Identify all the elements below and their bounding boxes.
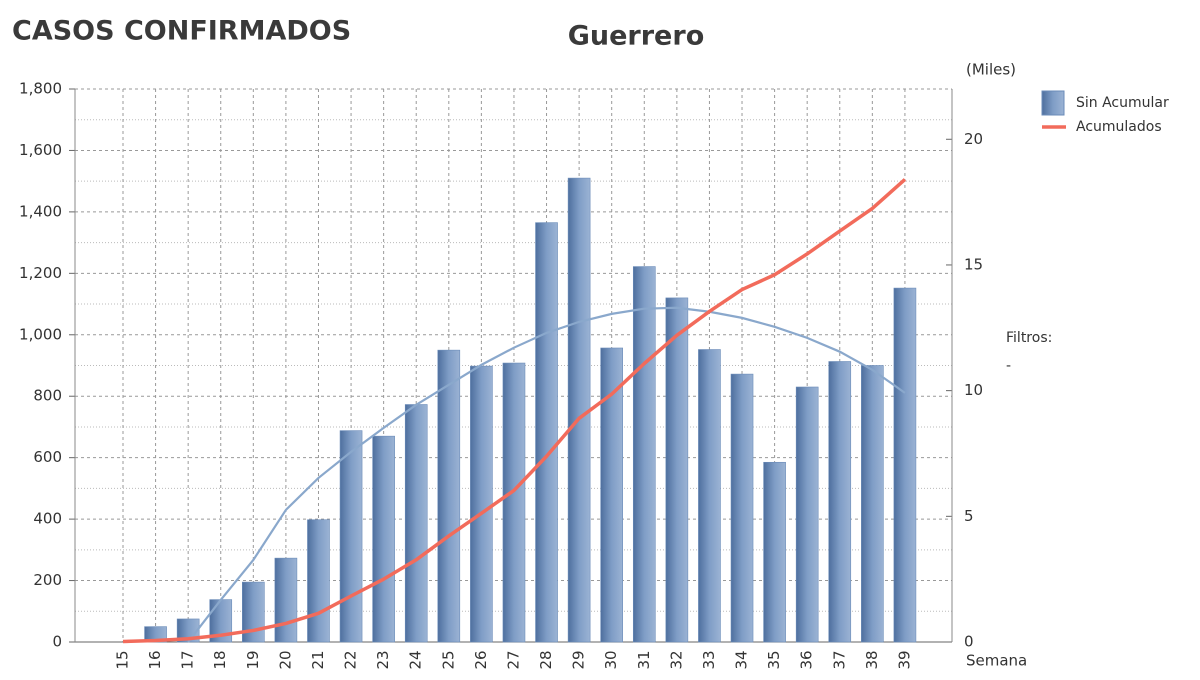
y-tick-label: 1,200 [19,264,62,282]
x-tick-label: 33 [700,650,718,669]
x-tick-label: 19 [244,650,262,669]
bar [339,430,363,643]
bar [242,581,265,643]
x-tick-label: 25 [439,650,457,669]
legend-swatch [1041,90,1065,116]
bar [730,373,754,643]
bar [828,361,852,643]
x-tick-label: 34 [733,650,751,669]
y2-tick-label: 5 [964,507,974,525]
x-tick-label: 35 [765,650,783,669]
bar [567,177,591,643]
x-tick-label: 32 [667,650,685,669]
bar [502,362,526,643]
y-tick-label: 1,400 [19,202,62,220]
x-tick-label: 36 [798,650,816,669]
y-tick-label: 1,800 [19,80,62,98]
x-tick-label: 37 [830,650,848,669]
y2-tick-label: 0 [964,633,974,651]
bar [698,349,721,643]
chart-subtitle: Guerrero [568,21,705,52]
bar [274,557,298,643]
x-tick-label: 18 [211,650,229,669]
y-tick-label: 1,000 [19,325,62,343]
bar [437,349,461,643]
filter-label: Filtros: [1006,330,1052,346]
x-tick-label: 39 [895,650,913,669]
y-tick-label: 200 [33,571,62,589]
bar [763,461,786,643]
chart-title: CASOS CONFIRMADOS [12,16,351,47]
x-tick-label: 22 [342,650,360,669]
y-tick-label: 400 [33,510,62,528]
legend-label: Sin Acumular [1076,95,1169,111]
x-tick-label: 24 [407,650,425,669]
bar [535,222,558,643]
y2-tick-label: 20 [964,130,983,148]
y-tick-label: 600 [33,448,62,466]
trend-line [187,306,906,643]
bar [470,365,493,643]
x-axis-label: Semana [966,652,1027,670]
x-tick-label: 28 [537,650,555,669]
y-tick-label: 800 [33,387,62,405]
y2-tick-label: 10 [964,381,983,399]
x-tick-label: 27 [504,650,522,669]
line-series [122,178,907,644]
bar [893,287,917,643]
bar [307,519,330,643]
x-tick-label: 16 [146,650,164,669]
bar [600,347,624,643]
x-tick-label: 23 [374,650,392,669]
y-tick-label: 1,600 [19,141,62,159]
x-tick-label: 20 [276,650,294,669]
legend-label: Acumulados [1076,119,1162,135]
x-tick-label: 38 [863,650,881,669]
y-tick-label: 0 [52,633,62,651]
x-tick-label: 31 [635,650,653,669]
bar [372,435,395,643]
x-tick-label: 26 [472,650,490,669]
bar [632,266,656,643]
y2-axis-label: (Miles) [966,61,1016,79]
bar [861,365,884,643]
x-tick-label: 17 [179,650,197,669]
x-tick-label: 21 [309,650,327,669]
bar [404,404,428,643]
bar [665,297,689,643]
x-tick-label: 15 [114,650,132,669]
filter-value: - [1006,358,1011,374]
y2-tick-label: 15 [964,255,983,273]
x-tick-label: 29 [570,650,588,669]
bar [795,386,819,643]
x-tick-label: 30 [602,650,620,669]
